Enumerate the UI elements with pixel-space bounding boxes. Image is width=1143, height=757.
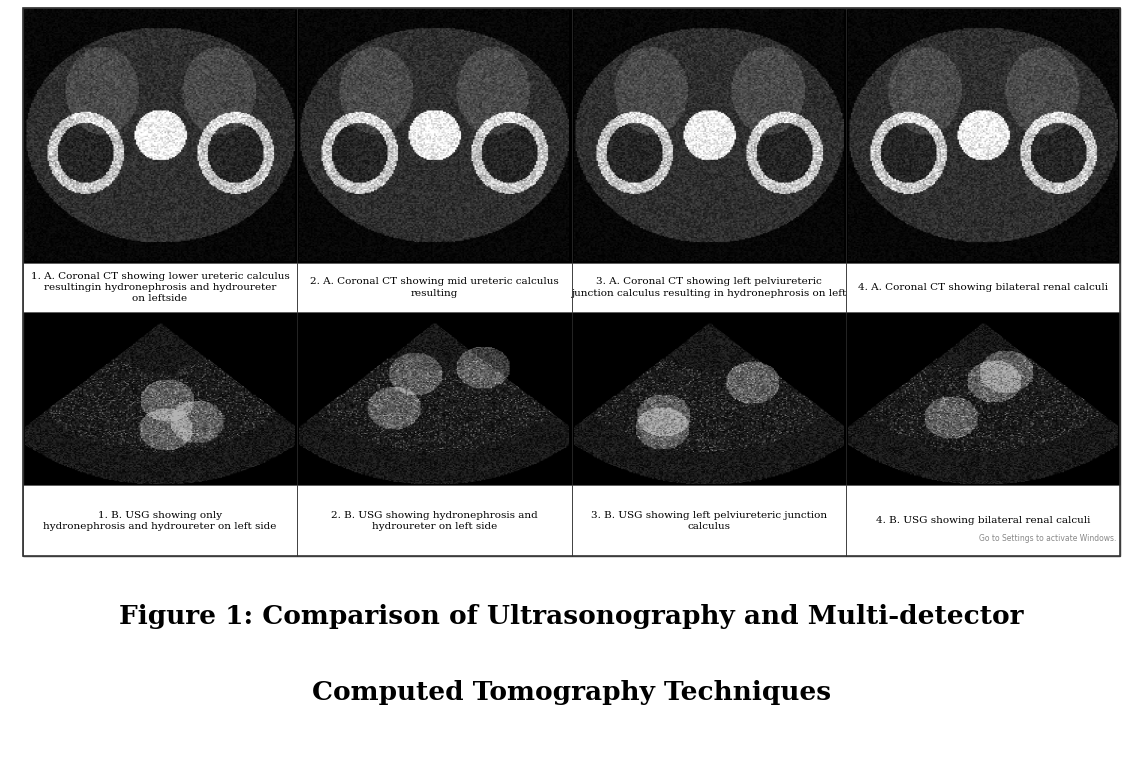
Text: 4. B. USG showing bilateral renal calculi: 4. B. USG showing bilateral renal calcul… (876, 516, 1090, 525)
Bar (23, 8, 1120, 556)
Text: 2. B. USG showing hydronephrosis and
hydroureter on left side: 2. B. USG showing hydronephrosis and hyd… (331, 511, 537, 531)
Text: 1. A. Coronal CT showing lower ureteric calculus
resultingin hydronephrosis and : 1. A. Coronal CT showing lower ureteric … (31, 272, 289, 303)
Bar (23, 485, 297, 556)
Bar (572, 263, 846, 312)
Bar (846, 263, 1120, 312)
Text: 3. A. Coronal CT showing left pelviureteric
junction calculus resulting in hydro: 3. A. Coronal CT showing left pelviurete… (572, 277, 846, 298)
Text: Computed Tomography Techniques: Computed Tomography Techniques (312, 680, 831, 706)
Bar (297, 485, 572, 556)
Text: Figure 1: Comparison of Ultrasonography and Multi-detector: Figure 1: Comparison of Ultrasonography … (119, 604, 1024, 630)
Bar (572, 485, 846, 556)
Bar (23, 8, 1120, 556)
Text: 2. A. Coronal CT showing mid ureteric calculus
resulting: 2. A. Coronal CT showing mid ureteric ca… (310, 277, 559, 298)
Bar (297, 263, 572, 312)
Text: Go to Settings to activate Windows.: Go to Settings to activate Windows. (980, 534, 1117, 543)
Text: 3. B. USG showing left pelviureteric junction
calculus: 3. B. USG showing left pelviureteric jun… (591, 511, 826, 531)
Text: 4. A. Coronal CT showing bilateral renal calculi: 4. A. Coronal CT showing bilateral renal… (858, 283, 1108, 292)
Text: 1. B. USG showing only
hydronephrosis and hydroureter on left side: 1. B. USG showing only hydronephrosis an… (43, 511, 277, 531)
Bar (23, 263, 297, 312)
Bar (846, 485, 1120, 556)
